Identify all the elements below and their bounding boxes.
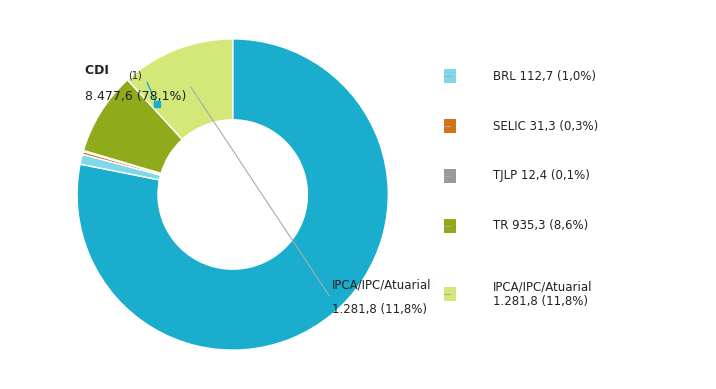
Text: (1): (1) [128,70,142,80]
FancyBboxPatch shape [444,287,456,301]
FancyBboxPatch shape [444,69,456,83]
Wedge shape [84,80,182,173]
FancyBboxPatch shape [444,169,456,183]
Text: SELIC 31,3 (0,3%): SELIC 31,3 (0,3%) [493,119,598,133]
FancyBboxPatch shape [444,219,456,233]
Text: IPCA/IPC/Atuarial: IPCA/IPC/Atuarial [332,278,432,291]
FancyBboxPatch shape [444,119,456,133]
Text: BRL 112,7 (1,0%): BRL 112,7 (1,0%) [493,70,596,83]
Text: TJLP 12,4 (0,1%): TJLP 12,4 (0,1%) [493,169,590,182]
Text: 8.477,6 (78,1%): 8.477,6 (78,1%) [85,90,186,103]
Text: 1.281,8 (11,8%): 1.281,8 (11,8%) [332,303,427,316]
Wedge shape [77,39,388,350]
Wedge shape [83,151,161,174]
Text: IPCA/IPC/Atuarial
1.281,8 (11,8%): IPCA/IPC/Atuarial 1.281,8 (11,8%) [493,280,592,308]
Wedge shape [82,152,161,175]
Wedge shape [80,154,160,180]
Text: CDI: CDI [85,63,113,77]
Text: TR 935,3 (8,6%): TR 935,3 (8,6%) [493,219,588,232]
Wedge shape [127,39,233,140]
